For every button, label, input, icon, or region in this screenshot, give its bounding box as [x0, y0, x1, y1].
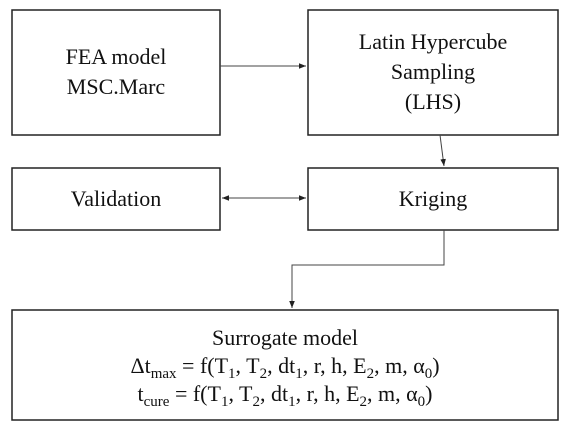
formula-text: Δt — [130, 353, 150, 378]
node-label: Sampling — [391, 59, 475, 84]
formula-text: , T — [236, 353, 261, 378]
subscript: 1 — [221, 394, 229, 410]
node-label: (LHS) — [405, 89, 461, 114]
formula-text: = f(T — [169, 381, 221, 406]
subscript: 2 — [367, 366, 375, 382]
formula-text: , r, h, E — [303, 353, 367, 378]
lhs-box — [307, 9, 559, 136]
validation-box — [11, 167, 221, 231]
subscript: 1 — [228, 366, 236, 382]
subscript: cure — [144, 394, 170, 410]
formula-text: = f(T — [177, 353, 229, 378]
node-label: FEA model — [66, 44, 167, 69]
formula-text: , m, α — [367, 381, 418, 406]
formula-text: ) — [425, 381, 432, 406]
kriging-box — [307, 167, 559, 231]
formula-text: , T — [228, 381, 253, 406]
subscript: 2 — [253, 394, 261, 410]
node-label: MSC.Marc — [67, 74, 166, 99]
formula-text: ) — [432, 353, 439, 378]
formula: tcure = f(T1, T2, dt1, r, h, E2, m, α0) — [138, 381, 433, 410]
node-label: Latin Hypercube — [359, 29, 507, 54]
labels: FEA model MSC.Marc Latin Hypercube Sampling… — [66, 29, 508, 410]
formula-text: , dt — [260, 381, 288, 406]
node-label: Validation — [71, 186, 161, 211]
subscript: max — [151, 366, 177, 382]
surrogate-box — [11, 309, 559, 421]
arrow — [289, 230, 445, 308]
arrow — [439, 134, 446, 167]
formula-text: , dt — [267, 353, 295, 378]
subscript: 1 — [288, 394, 296, 410]
subscript: 2 — [260, 366, 268, 382]
subscript: 0 — [418, 394, 426, 410]
subscript: 2 — [360, 394, 368, 410]
subscript: 1 — [295, 366, 303, 382]
formula-text: t — [138, 381, 144, 406]
subscript: 0 — [425, 366, 433, 382]
formula: Δtmax = f(T1, T2, dt1, r, h, E2, m, α0) — [130, 353, 439, 382]
formula-text: , r, h, E — [296, 381, 360, 406]
node-label: Kriging — [399, 186, 467, 211]
node-label: Surrogate model — [212, 325, 358, 350]
fea-box — [11, 9, 221, 136]
formula-text: , m, α — [374, 353, 425, 378]
